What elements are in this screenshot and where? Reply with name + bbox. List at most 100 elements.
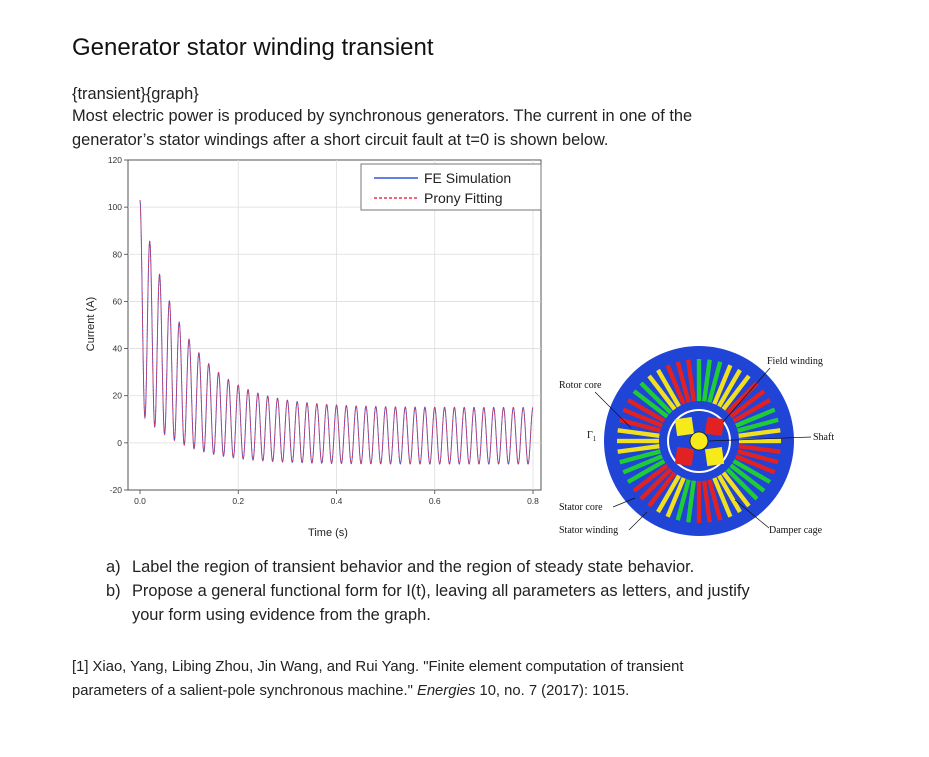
x-tick-label: 0.4: [331, 496, 343, 506]
question-a-label: a): [106, 558, 121, 576]
stator-slot: [617, 438, 659, 444]
stator-slot: [686, 480, 696, 523]
stator-slot: [686, 359, 696, 402]
stator-slot: [707, 479, 723, 521]
label-rotor-core: Rotor core: [559, 380, 602, 391]
stator-slot: [712, 477, 733, 518]
series-line-prony-fitting: [139, 200, 534, 465]
stator-slot: [729, 463, 766, 493]
stator-slot: [717, 368, 742, 408]
stator-slot: [656, 368, 681, 408]
label-damper-cage: Damper cage: [769, 525, 823, 536]
y-tick-label: 60: [113, 296, 123, 306]
reference-volume: 10, no. 7 (2017): 1015.: [475, 683, 630, 699]
question-a-text: Label the region of transient behavior a…: [132, 558, 695, 576]
rotor-poles: [674, 416, 725, 467]
stator-slot: [732, 459, 772, 484]
stator-slot: [696, 481, 702, 523]
stator-slot: [626, 398, 666, 423]
stator-slot: [721, 471, 751, 508]
stator-slot: [647, 374, 677, 411]
y-axis-label: Current (A): [85, 297, 97, 351]
stator-slot: [626, 459, 666, 484]
legend-label-fe: FE Simulation: [424, 170, 511, 186]
stator-slot: [725, 381, 759, 415]
rotor-pole-yellow-top-left: [674, 416, 695, 437]
stator-slot: [707, 361, 723, 403]
machine-cross-section-diagram: Rotor core Γ1 Field winding Shaft Stator…: [559, 346, 834, 536]
stator-slot: [632, 463, 669, 493]
chart-series: [139, 200, 534, 465]
label-field-winding: Field winding: [767, 356, 823, 367]
reference-authors-title: parameters of a salient-pole synchronous…: [72, 683, 417, 699]
label-stator-winding: Stator winding: [559, 525, 618, 536]
stator-slot: [647, 471, 677, 508]
pointer-shaft: [708, 436, 812, 442]
pointer-stator-winding: [628, 511, 648, 531]
stator-slot: [737, 417, 779, 433]
x-axis-label: Time (s): [308, 527, 348, 539]
x-tick-label: 0.2: [232, 496, 244, 506]
stator-slot: [735, 407, 776, 428]
question-b-text-line-1: Propose a general functional form for I(…: [132, 582, 750, 600]
y-ticks: -20 0 20 40 60 80 100 120: [108, 155, 128, 495]
stator-slot: [622, 407, 663, 428]
legend-box: [360, 163, 542, 211]
stator-slot: [712, 364, 733, 405]
stator-slot: [619, 417, 661, 433]
stator-slot: [656, 474, 681, 514]
label-shaft: Shaft: [813, 432, 834, 443]
stator-slot: [617, 444, 660, 454]
stator-slot: [702, 359, 712, 402]
stator-winding-slots: [617, 359, 781, 523]
stator-slot: [617, 428, 660, 438]
pointer-stator-core: [612, 497, 636, 508]
y-tick-label: 80: [113, 249, 123, 259]
x-tick-label: 0.6: [429, 496, 441, 506]
stator-slot: [735, 454, 776, 475]
y-tick-label: 0: [117, 438, 122, 448]
x-tick-label: 0.0: [134, 496, 146, 506]
stator-slot: [622, 454, 663, 475]
shaft: [689, 431, 709, 451]
stator-slot: [675, 479, 691, 521]
y-tick-label: 100: [108, 202, 122, 212]
rotor-pole-yellow-bottom-right: [704, 446, 725, 467]
stator-slot: [721, 374, 751, 411]
y-tick-label: 40: [113, 344, 123, 354]
question-b-text-line-2: your form using evidence from the graph.: [132, 606, 431, 624]
pointer-rotor-core: [594, 391, 632, 429]
legend-label-prony: Prony Fitting: [424, 190, 503, 206]
pointer-field-winding: [722, 367, 771, 423]
plot-background: [127, 159, 542, 491]
stator-slot: [665, 477, 686, 518]
stator-slot: [732, 398, 772, 423]
stator-slot: [738, 428, 781, 438]
x-ticks: 0.0 0.2 0.4 0.6 0.8: [134, 490, 539, 506]
stator-slot: [725, 467, 759, 501]
reference-line-2: parameters of a salient-pole synchronous…: [72, 681, 629, 701]
rotor-pole-red-bottom-left: [674, 446, 695, 467]
stator-slot: [639, 467, 673, 501]
tag-line: {transient}{graph}: [72, 85, 199, 103]
stator-slot: [696, 359, 702, 401]
y-tick-label: 120: [108, 155, 122, 165]
stator-slot: [639, 381, 673, 415]
current-chart: -20 0 20 40 60 80 100 120 0.0 0.2 0.4 0.6 0.8 FE Si…: [85, 155, 542, 539]
x-tick-label: 0.8: [527, 496, 539, 506]
intro-line-2: generator’s stator windings after a shor…: [72, 131, 609, 149]
stator-slot: [738, 444, 781, 454]
stator-slot: [739, 438, 781, 444]
question-b-label: b): [106, 582, 121, 600]
stator-slot: [675, 361, 691, 403]
intro-line-1: Most electric power is produced by synch…: [72, 107, 693, 125]
stator-slot: [737, 449, 779, 465]
stator-slot: [632, 389, 669, 419]
stator-slot: [729, 389, 766, 419]
stator-slot: [702, 480, 712, 523]
pointer-damper-cage: [734, 499, 770, 529]
stator-slot: [665, 364, 686, 405]
y-tick-label: 20: [113, 391, 123, 401]
stator-slot: [619, 449, 661, 465]
reference-journal: Energies: [416, 683, 476, 699]
